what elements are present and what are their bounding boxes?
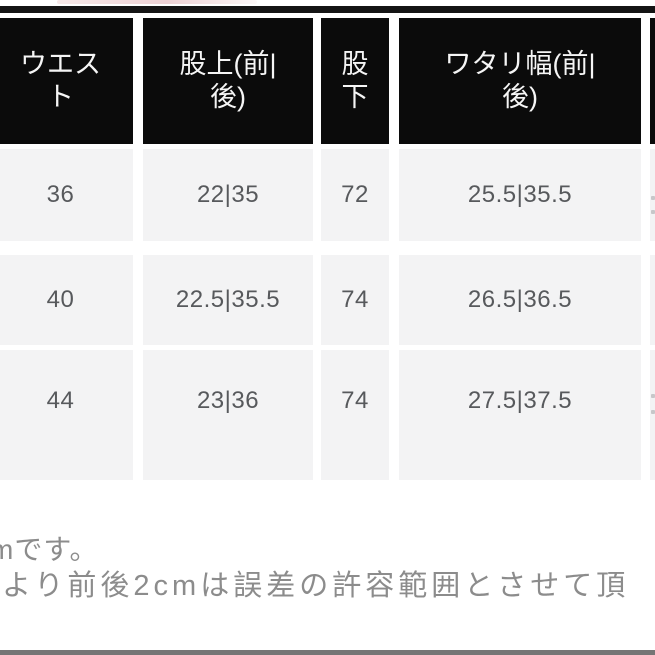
clipped-text-fragment: [651, 210, 655, 214]
header-cell-rise: 股上(前| 後): [143, 18, 313, 144]
cell-clipped: [650, 255, 655, 345]
cell-waist: 40: [0, 255, 133, 345]
header-cell-waist: ウエス ト: [0, 18, 133, 144]
cell-thigh-width: 27.5|37.5: [399, 350, 641, 480]
cell-inseam: 74: [321, 350, 389, 480]
cell-thigh-width: 26.5|36.5: [399, 255, 641, 345]
cell-clipped: [650, 149, 655, 241]
cell-thigh-width: 25.5|35.5: [399, 149, 641, 241]
note-line-1: mです。: [0, 534, 99, 565]
clipped-red-text-smudge: [57, 0, 257, 4]
cell-waist: 36: [0, 149, 133, 241]
note-line-2: より前後2cmは誤差の許容範囲とさせて頂: [2, 570, 630, 602]
cell-rise: 23|36: [143, 350, 313, 480]
header-cell-thigh-width: ワタリ幅(前| 後): [399, 18, 641, 144]
table-top-border: [0, 6, 655, 13]
cell-rise: 22|35: [143, 149, 313, 241]
next-section-top-edge: [0, 650, 655, 655]
cell-rise: 22.5|35.5: [143, 255, 313, 345]
header-cell-inseam: 股 下: [321, 18, 389, 144]
cell-inseam: 74: [321, 255, 389, 345]
clipped-text-fragment: [651, 410, 655, 414]
cell-clipped: [650, 350, 655, 480]
header-cell-clipped: [650, 18, 655, 144]
cell-inseam: 72: [321, 149, 389, 241]
cell-waist: 44: [0, 350, 133, 480]
clipped-text-fragment: [651, 394, 655, 398]
clipped-text-fragment: [651, 196, 655, 200]
